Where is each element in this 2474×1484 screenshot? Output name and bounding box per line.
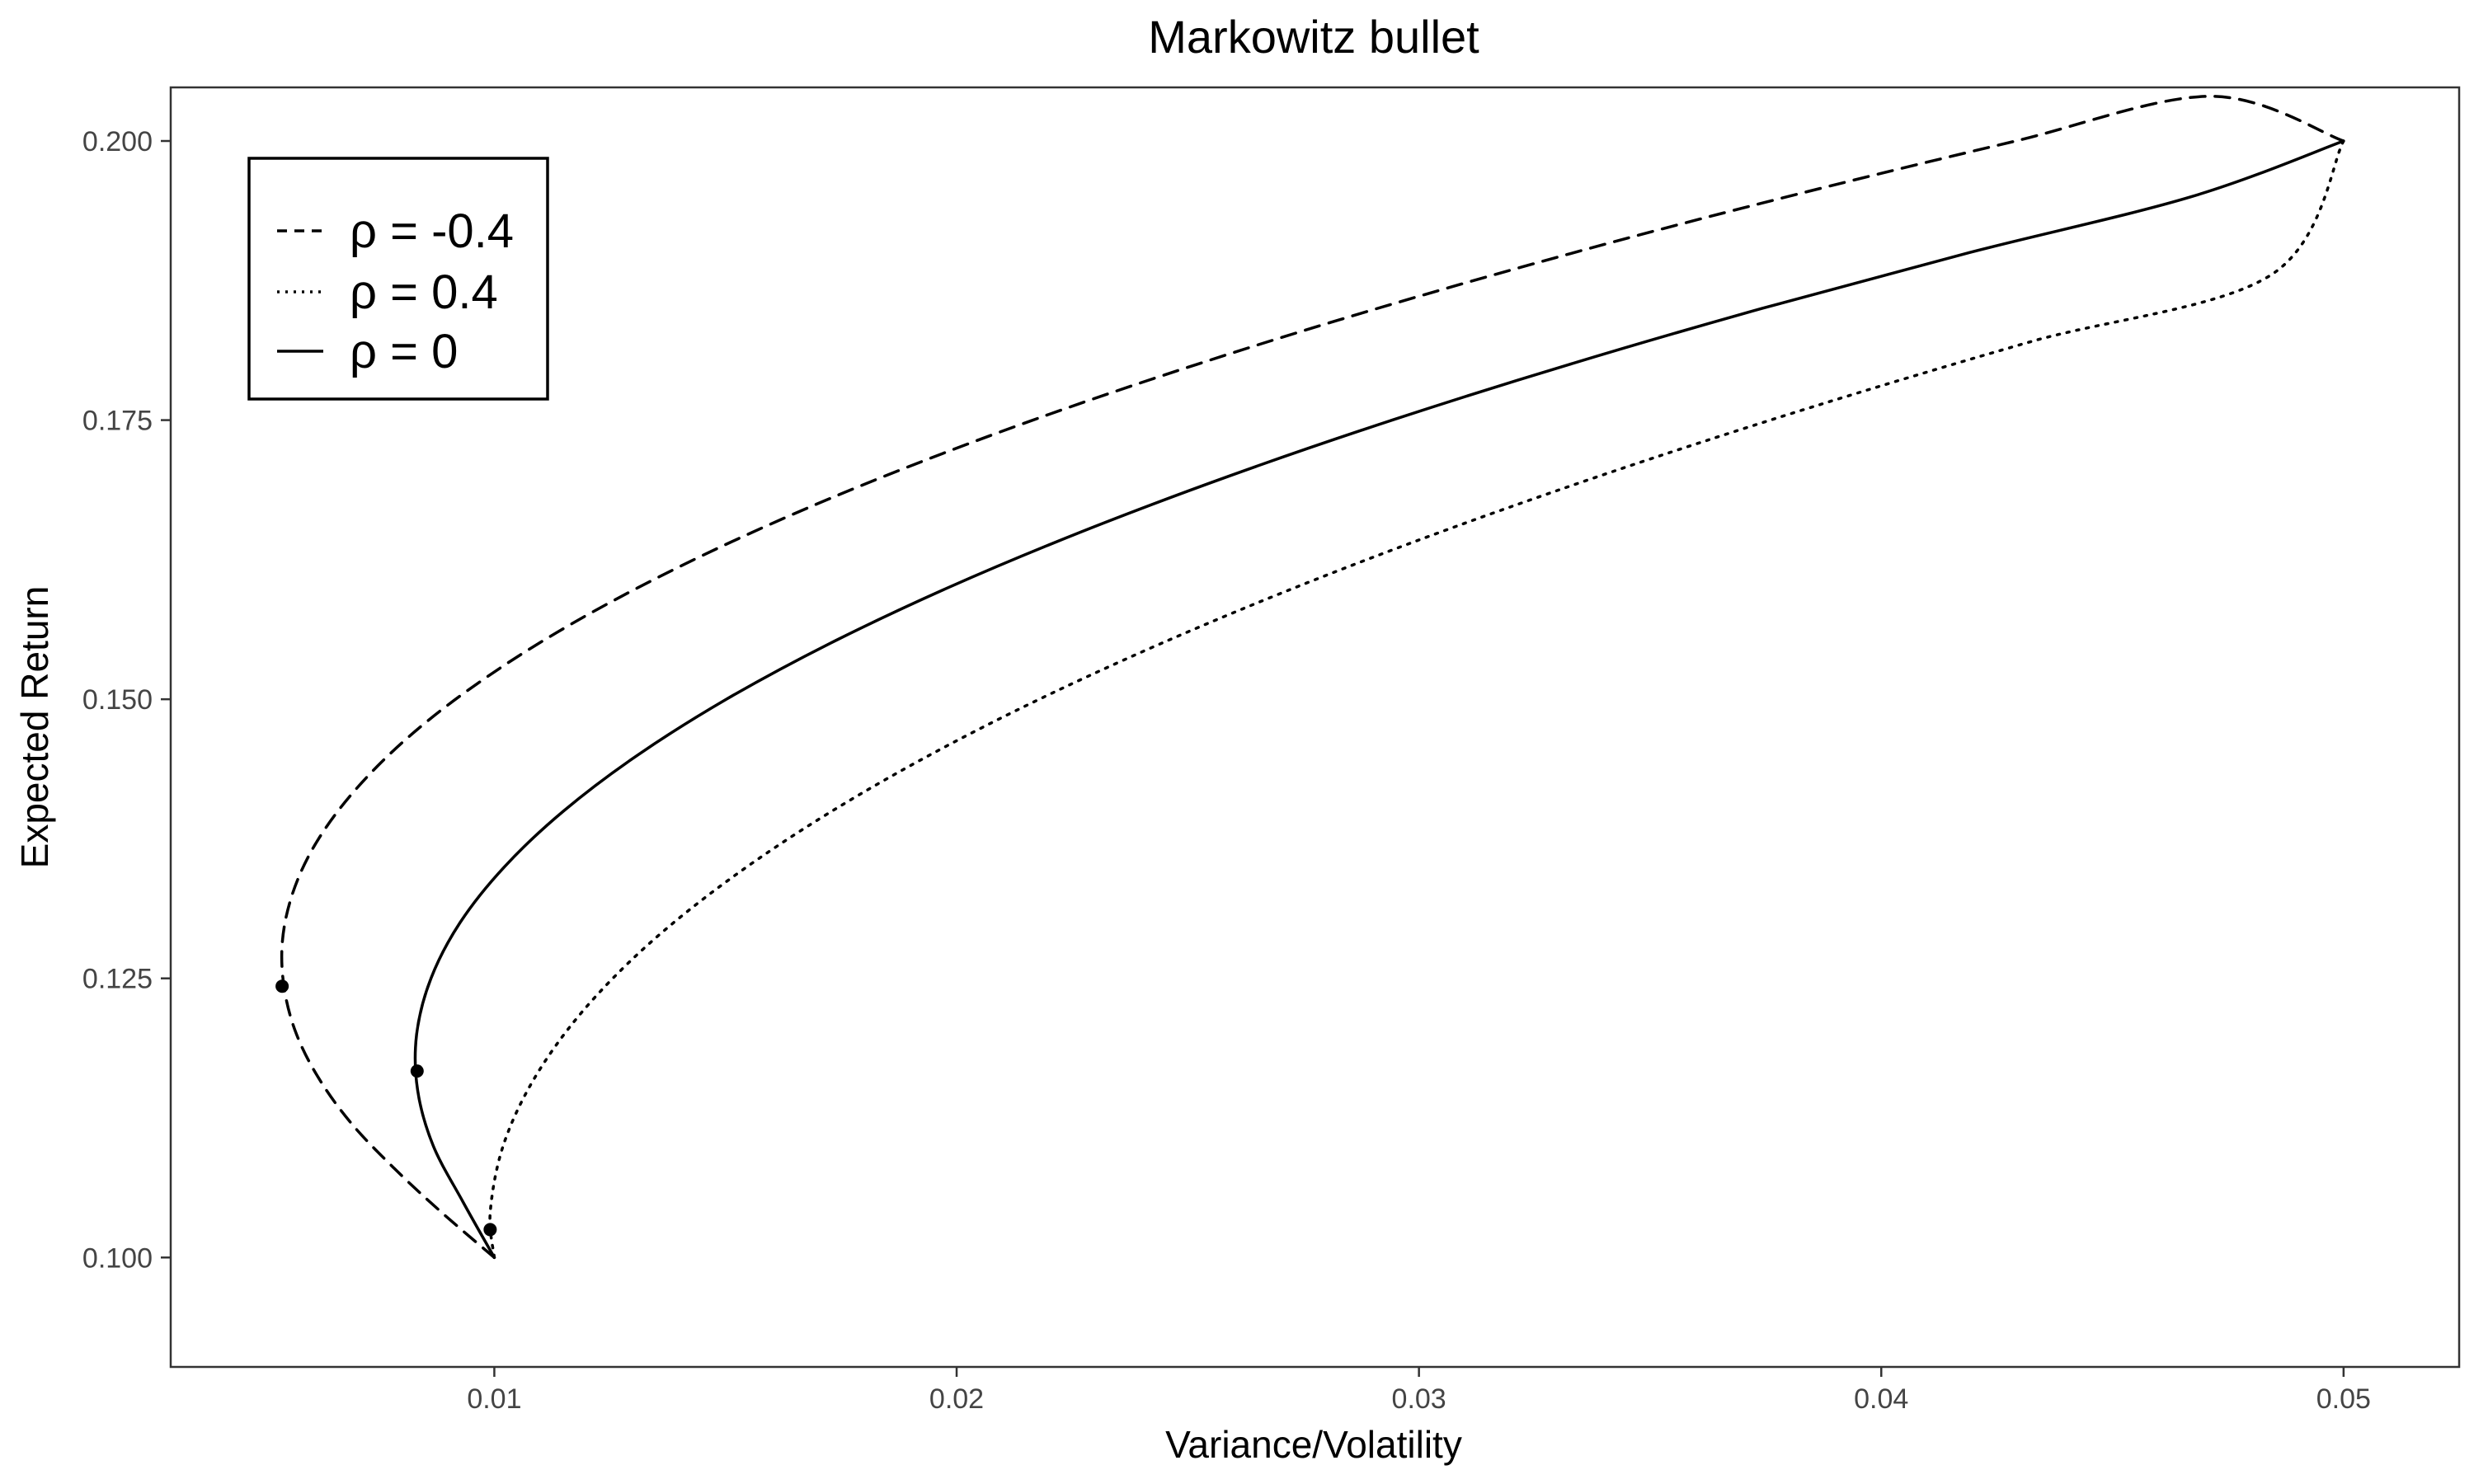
min-variance-points <box>275 979 497 1237</box>
series-line-solid <box>413 139 2345 1260</box>
legend-label: ρ = 0.4 <box>350 265 498 319</box>
series-line-dashed <box>280 95 2345 1260</box>
legend-label: ρ = -0.4 <box>350 204 514 258</box>
y-tick-label: 0.200 <box>82 126 153 157</box>
y-tick-label: 0.175 <box>82 406 153 437</box>
chart-title: Markowitz bullet <box>1148 11 1479 63</box>
series-layer <box>280 95 2345 1260</box>
y-tick-label: 0.150 <box>82 684 153 716</box>
legend-box <box>247 157 549 401</box>
x-tick-label: 0.03 <box>1392 1383 1446 1415</box>
plot-panel <box>169 86 2461 1369</box>
x-tick-label: 0.05 <box>2316 1383 2371 1415</box>
x-tick-label: 0.01 <box>467 1383 521 1415</box>
x-tick-label: 0.02 <box>929 1383 984 1415</box>
y-tick-label: 0.125 <box>82 964 153 995</box>
x-axis-label: Variance/Volatility <box>1165 1423 1462 1466</box>
legend: ρ = -0.4 ρ = 0.4 ρ = 0 <box>247 157 549 401</box>
x-tick-label: 0.04 <box>1854 1383 1908 1415</box>
legend-label: ρ = 0 <box>350 325 458 378</box>
min-variance-point <box>483 1223 497 1237</box>
x-axis: 0.01 0.02 0.03 0.04 0.05 <box>467 1367 2371 1415</box>
min-variance-point <box>410 1064 424 1078</box>
y-axis: 0.100 0.125 0.150 0.175 0.200 <box>82 126 171 1274</box>
y-tick-label: 0.100 <box>82 1242 153 1274</box>
y-axis-label: Expected Return <box>13 586 56 869</box>
min-variance-point <box>275 979 289 993</box>
